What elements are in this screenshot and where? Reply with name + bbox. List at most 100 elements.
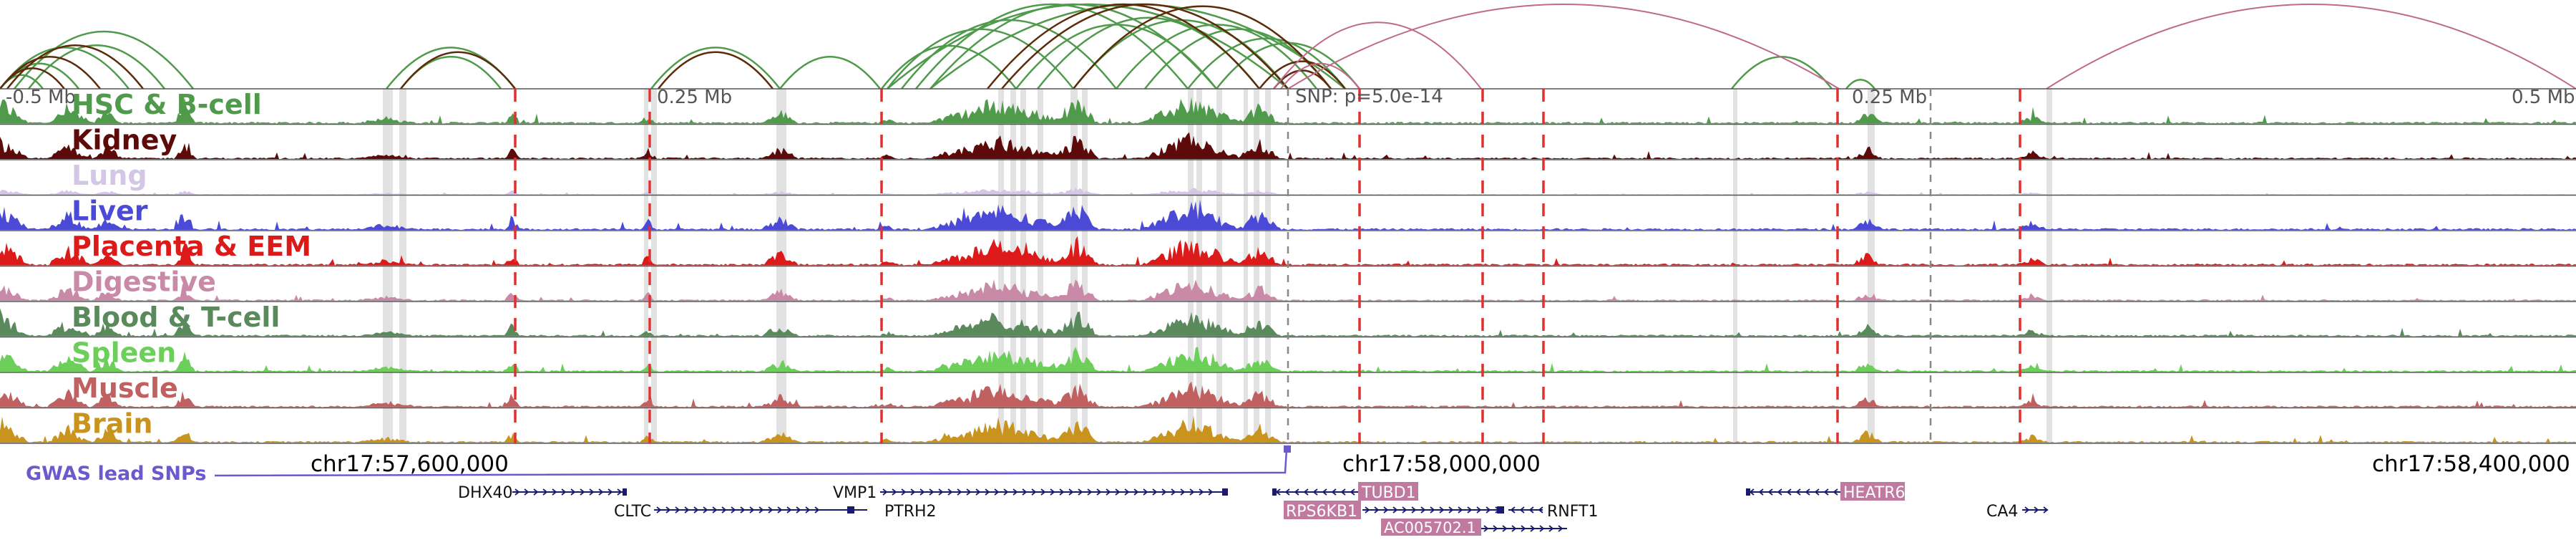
strand-chevron	[1022, 488, 1028, 496]
gene-rps6kb1[interactable]: RPS6KB1	[1284, 501, 1504, 521]
loop-arc	[1287, 4, 1840, 90]
strand-chevron	[656, 506, 662, 514]
strand-chevron	[1189, 488, 1195, 496]
gene-strand-rps6kb1	[1365, 506, 1501, 514]
strand-chevron	[693, 506, 699, 514]
strand-chevron	[1476, 506, 1482, 514]
strand-chevron	[1199, 488, 1204, 496]
strand-chevron	[721, 506, 727, 514]
gene-ca4[interactable]: CA4	[1986, 503, 2049, 521]
strand-chevron	[1467, 506, 1473, 514]
strand-chevron	[514, 488, 520, 496]
strand-chevron	[1548, 525, 1554, 532]
gene-strand-tubd1	[1275, 488, 1355, 496]
track-8	[0, 372, 2576, 408]
gene-tubd1[interactable]: TUBD1	[1272, 482, 1418, 502]
strand-chevron	[1171, 488, 1176, 496]
strand-chevron	[768, 506, 774, 514]
strand-chevron	[966, 488, 972, 496]
strand-chevron	[1521, 525, 1526, 532]
gene-vmp1[interactable]: VMP1	[833, 484, 1228, 502]
strand-chevron	[1124, 488, 1130, 496]
strand-chevron	[617, 488, 623, 496]
gene-ac005702[interactable]: AC005702.1	[1381, 519, 1567, 536]
loop-arc	[0, 56, 101, 90]
strand-chevron	[758, 506, 764, 514]
gene-cltc[interactable]: CLTC	[614, 503, 867, 521]
loop-arc	[1845, 78, 1875, 90]
gene-exon-cltc	[847, 506, 854, 514]
strand-chevron	[608, 488, 613, 496]
strand-chevron	[1510, 506, 1516, 514]
snp-pvalue-label: SNP: p=5.0e-14	[1295, 86, 1443, 107]
strand-chevron	[2043, 506, 2049, 514]
gene-rnft1[interactable]: RNFT1	[1508, 503, 1598, 521]
gene-dhx40[interactable]: DHX40	[458, 484, 627, 502]
strand-chevron	[675, 506, 680, 514]
strand-chevron	[1814, 488, 1820, 496]
strand-chevron	[957, 488, 962, 496]
strand-chevron	[1786, 488, 1792, 496]
loop-arc	[915, 3, 1189, 90]
coord-label-2: chr17:58,000,000	[1342, 451, 1541, 477]
strand-chevron	[1294, 488, 1299, 496]
distance-label-left: -0.5 Mb	[6, 87, 76, 108]
strand-chevron	[919, 488, 925, 496]
strand-chevron	[1161, 488, 1167, 496]
track-label-2: Lung	[72, 160, 147, 191]
strand-chevron	[2034, 506, 2039, 514]
gene-track: DHX40 CLTC PTRH2 VMP1 TUBD1	[458, 482, 2049, 536]
gene-label-dhx40: DHX40	[458, 484, 513, 502]
track-label-9: Brain	[72, 408, 152, 440]
loop-arc	[887, 3, 1289, 90]
loop-arc	[1116, 24, 1317, 90]
gene-label-rnft1: RNFT1	[1547, 503, 1598, 521]
gene-ptrh2[interactable]: PTRH2	[884, 503, 937, 521]
gene-label-vmp1: VMP1	[833, 484, 877, 502]
track-label-8: Muscle	[72, 372, 178, 404]
strand-chevron	[1805, 488, 1810, 496]
strand-chevron	[1365, 506, 1370, 514]
gene-badge-rps6kb1	[1284, 501, 1361, 519]
strand-chevron	[598, 488, 604, 496]
gene-strand-cltc	[656, 506, 820, 514]
gene-heatr6[interactable]: HEATR6	[1746, 482, 1906, 502]
strand-chevron	[814, 506, 820, 514]
gene-label-cltc: CLTC	[614, 503, 651, 521]
strand-chevron	[1152, 488, 1158, 496]
strand-chevron	[1511, 525, 1517, 532]
strand-chevron	[1106, 488, 1111, 496]
strand-chevron	[552, 488, 557, 496]
track-label-4: Placenta & EEM	[72, 231, 311, 262]
gene-strand-vmp1	[882, 488, 1214, 496]
strand-chevron	[1758, 488, 1764, 496]
strand-chevron	[1312, 488, 1318, 496]
gene-strand-rnft1	[1510, 506, 1543, 514]
strand-chevron	[1420, 506, 1426, 514]
strand-chevron	[1458, 506, 1463, 514]
distance-label-left-mid: 0.25 Mb	[657, 87, 732, 108]
strand-chevron	[1031, 488, 1037, 496]
strand-chevron	[1538, 506, 1543, 514]
strand-chevron	[1374, 506, 1380, 514]
strand-chevron	[1331, 488, 1337, 496]
loop-arc	[987, 3, 1260, 90]
strand-chevron	[1539, 525, 1545, 532]
gene-label-ac005702: AC005702.1	[1384, 519, 1476, 536]
gene-label-ca4: CA4	[1986, 503, 2018, 521]
gwas-connector-line	[214, 449, 1288, 477]
strand-chevron	[524, 488, 530, 496]
strand-chevron	[796, 506, 801, 514]
strand-chevron	[1003, 488, 1009, 496]
interaction-arcs	[0, 3, 2576, 90]
strand-chevron	[1383, 506, 1389, 514]
strand-chevron	[1133, 488, 1139, 496]
loop-arc	[1216, 42, 1360, 90]
track-label-5: Digestive	[72, 266, 216, 298]
gene-strand-dhx40	[514, 488, 623, 496]
gene-badge-ac005702	[1381, 519, 1481, 536]
gene-exon-heatr6	[1746, 488, 1750, 496]
strand-chevron	[994, 488, 1000, 496]
